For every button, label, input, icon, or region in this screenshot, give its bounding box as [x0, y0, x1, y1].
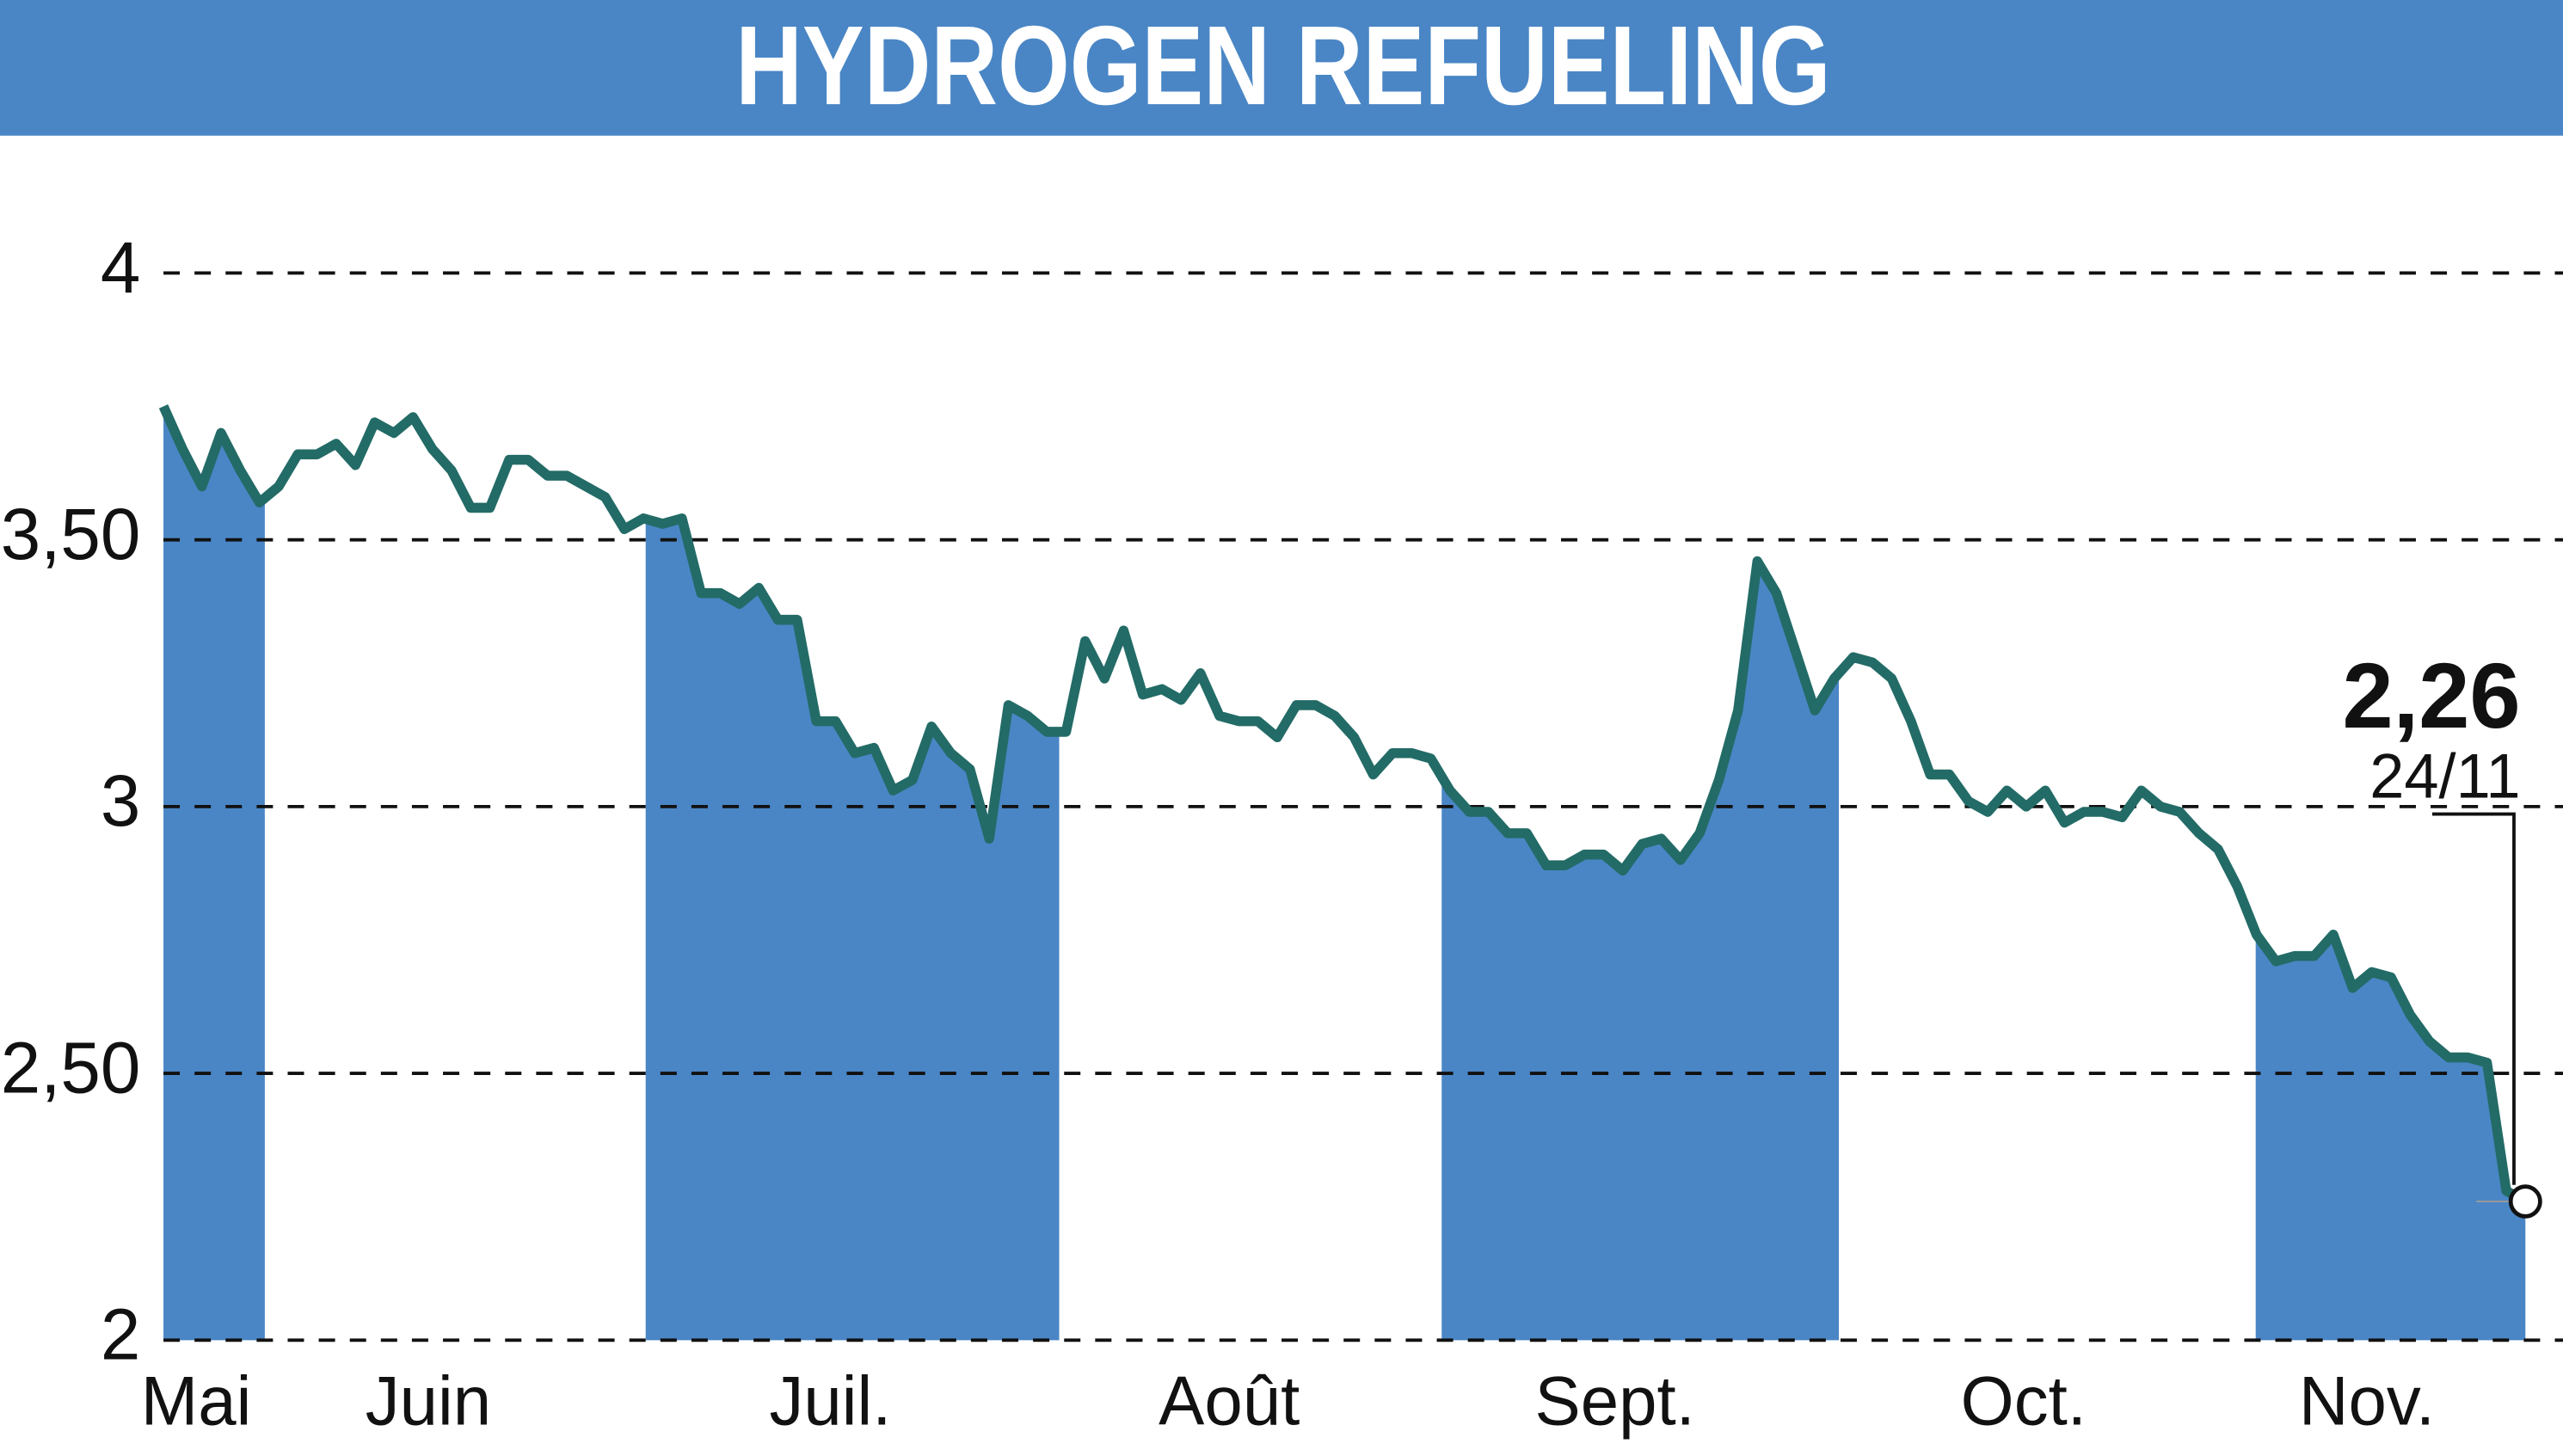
month-label: Août	[1159, 1362, 1300, 1441]
month-label: Nov.	[2299, 1362, 2435, 1441]
y-tick-label: 2,50	[1, 1027, 141, 1109]
month-label: Oct.	[1961, 1362, 2087, 1441]
y-tick-label: 3,50	[1, 494, 141, 575]
month-label: Sept.	[1535, 1362, 1695, 1441]
title-bar	[0, 0, 2563, 136]
last-value-label: 2,26	[2342, 644, 2520, 748]
month-label: Juil.	[769, 1362, 891, 1441]
price-line	[158, 404, 2529, 1207]
month-label: Mai	[141, 1362, 252, 1441]
last-date-label: 24/11	[2369, 741, 2520, 811]
last-point	[2508, 1184, 2542, 1219]
y-tick-label: 4	[101, 226, 141, 308]
month-label: Juin	[366, 1362, 491, 1441]
area	[163, 406, 2526, 1341]
chart-title: HYDROGEN REFUELING	[735, 2, 1830, 128]
y-tick-label: 2	[101, 1293, 141, 1375]
y-tick-label: 3	[101, 760, 141, 842]
leader-line	[2431, 812, 2516, 1185]
